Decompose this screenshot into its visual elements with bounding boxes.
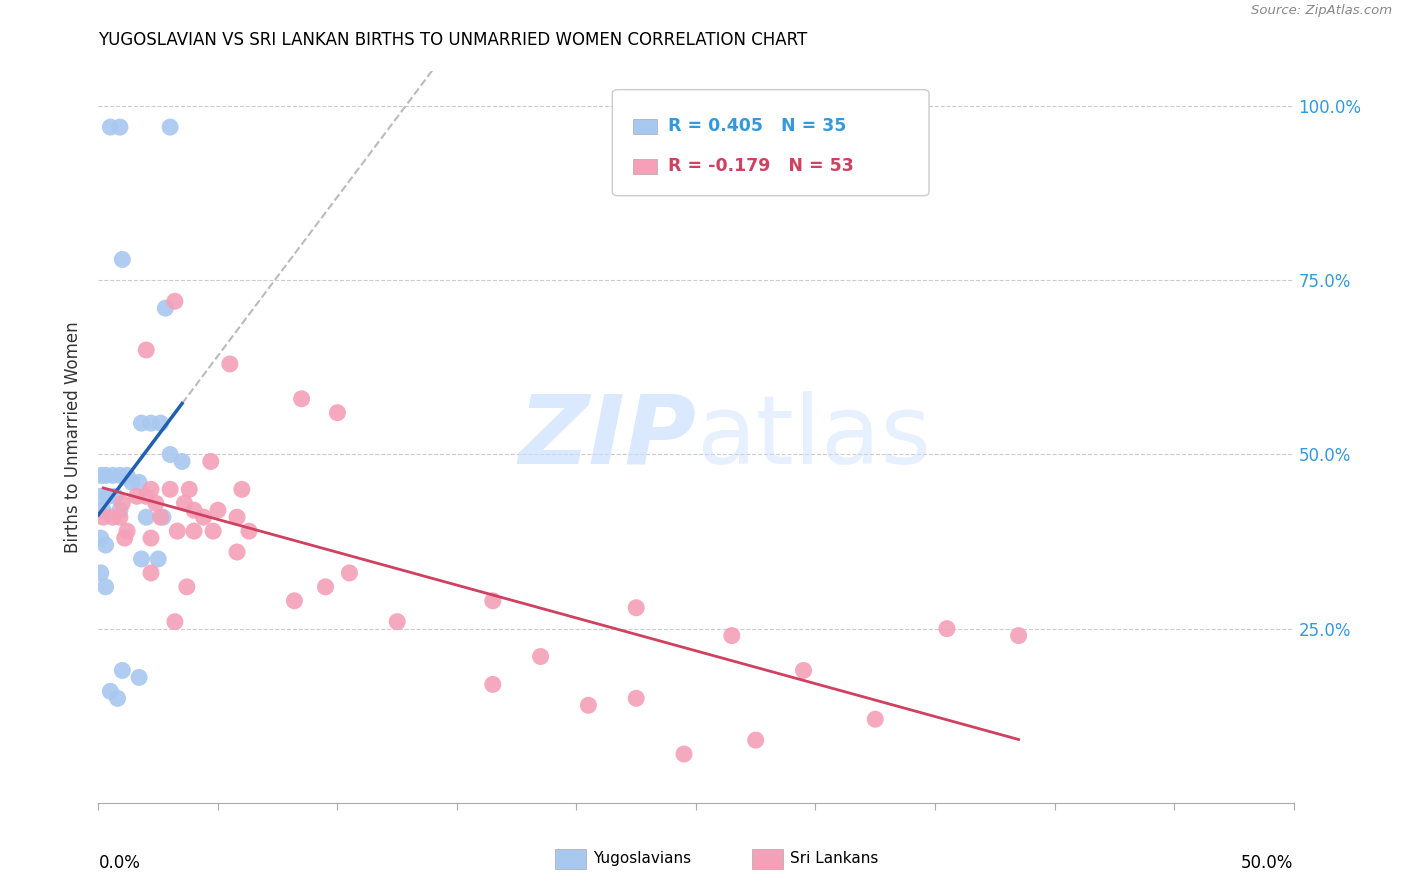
Point	[231, 483, 253, 497]
Point	[125, 489, 148, 503]
Point	[148, 552, 170, 566]
Point	[94, 580, 117, 594]
Point	[626, 691, 648, 706]
Point	[108, 468, 131, 483]
Point	[163, 294, 186, 309]
Point	[111, 496, 134, 510]
Point	[202, 524, 225, 538]
Point	[101, 510, 124, 524]
Point	[626, 600, 648, 615]
Point	[94, 468, 117, 483]
Point	[90, 566, 112, 580]
FancyBboxPatch shape	[613, 90, 929, 195]
Point	[745, 733, 768, 747]
Point	[128, 670, 150, 684]
Text: YUGOSLAVIAN VS SRI LANKAN BIRTHS TO UNMARRIED WOMEN CORRELATION CHART: YUGOSLAVIAN VS SRI LANKAN BIRTHS TO UNMA…	[98, 31, 807, 49]
Point	[159, 448, 181, 462]
Point	[139, 483, 162, 497]
Point	[863, 712, 887, 726]
Point	[90, 468, 112, 483]
Point	[135, 343, 157, 357]
Point	[111, 252, 134, 267]
Point	[166, 524, 188, 538]
Point	[172, 454, 194, 468]
Point	[108, 510, 131, 524]
Point	[173, 496, 195, 510]
Point	[91, 503, 114, 517]
Point	[115, 468, 138, 483]
Point	[90, 489, 112, 503]
Text: Sri Lankans: Sri Lankans	[790, 851, 879, 865]
Point	[128, 475, 150, 490]
Point	[114, 531, 136, 545]
Point	[1007, 629, 1029, 643]
Point	[135, 489, 157, 503]
Point	[131, 552, 153, 566]
Point	[94, 538, 117, 552]
Point	[385, 615, 409, 629]
Point	[108, 120, 131, 134]
Point	[238, 524, 260, 538]
Point	[176, 580, 198, 594]
Point	[339, 566, 360, 580]
Point	[183, 524, 205, 538]
Point	[90, 531, 112, 545]
Point	[326, 406, 349, 420]
Y-axis label: Births to Unmarried Women: Births to Unmarried Women	[65, 321, 83, 553]
Text: 0.0%: 0.0%	[98, 854, 141, 872]
Point	[145, 496, 167, 510]
Point	[111, 664, 134, 678]
Point	[291, 392, 314, 406]
Point	[793, 664, 815, 678]
Point	[200, 454, 222, 468]
Point	[149, 416, 172, 430]
Text: atlas: atlas	[696, 391, 931, 483]
Point	[101, 468, 124, 483]
Text: R = -0.179   N = 53: R = -0.179 N = 53	[668, 158, 855, 176]
Point	[131, 416, 153, 430]
Text: Yugoslavians: Yugoslavians	[593, 851, 692, 865]
Point	[529, 649, 551, 664]
Point	[107, 691, 129, 706]
Text: Source: ZipAtlas.com: Source: ZipAtlas.com	[1251, 4, 1392, 18]
Point	[139, 531, 162, 545]
Point	[226, 510, 249, 524]
Point	[104, 489, 127, 503]
Point	[115, 524, 138, 538]
Point	[193, 510, 215, 524]
Point	[159, 120, 181, 134]
Point	[481, 594, 505, 608]
Point	[98, 684, 122, 698]
Point	[183, 503, 205, 517]
Point	[576, 698, 599, 713]
Point	[121, 475, 143, 490]
Point	[108, 503, 131, 517]
Point	[207, 503, 229, 517]
Point	[91, 510, 114, 524]
Point	[315, 580, 337, 594]
Point	[155, 301, 177, 316]
Point	[481, 677, 505, 691]
Text: ZIP: ZIP	[517, 391, 696, 483]
Bar	[633, 119, 657, 134]
Point	[139, 566, 162, 580]
Point	[159, 483, 181, 497]
Point	[163, 615, 186, 629]
Point	[721, 629, 744, 643]
Text: R = 0.405   N = 35: R = 0.405 N = 35	[668, 117, 846, 136]
Point	[226, 545, 249, 559]
Point	[283, 594, 305, 608]
Point	[97, 489, 120, 503]
Text: 50.0%: 50.0%	[1241, 854, 1294, 872]
Point	[179, 483, 201, 497]
Point	[219, 357, 242, 371]
Point	[98, 120, 122, 134]
Point	[673, 747, 696, 761]
Point	[135, 510, 157, 524]
Point	[149, 510, 172, 524]
Point	[139, 416, 162, 430]
Bar	[633, 159, 657, 174]
Point	[936, 622, 959, 636]
Point	[152, 510, 174, 524]
